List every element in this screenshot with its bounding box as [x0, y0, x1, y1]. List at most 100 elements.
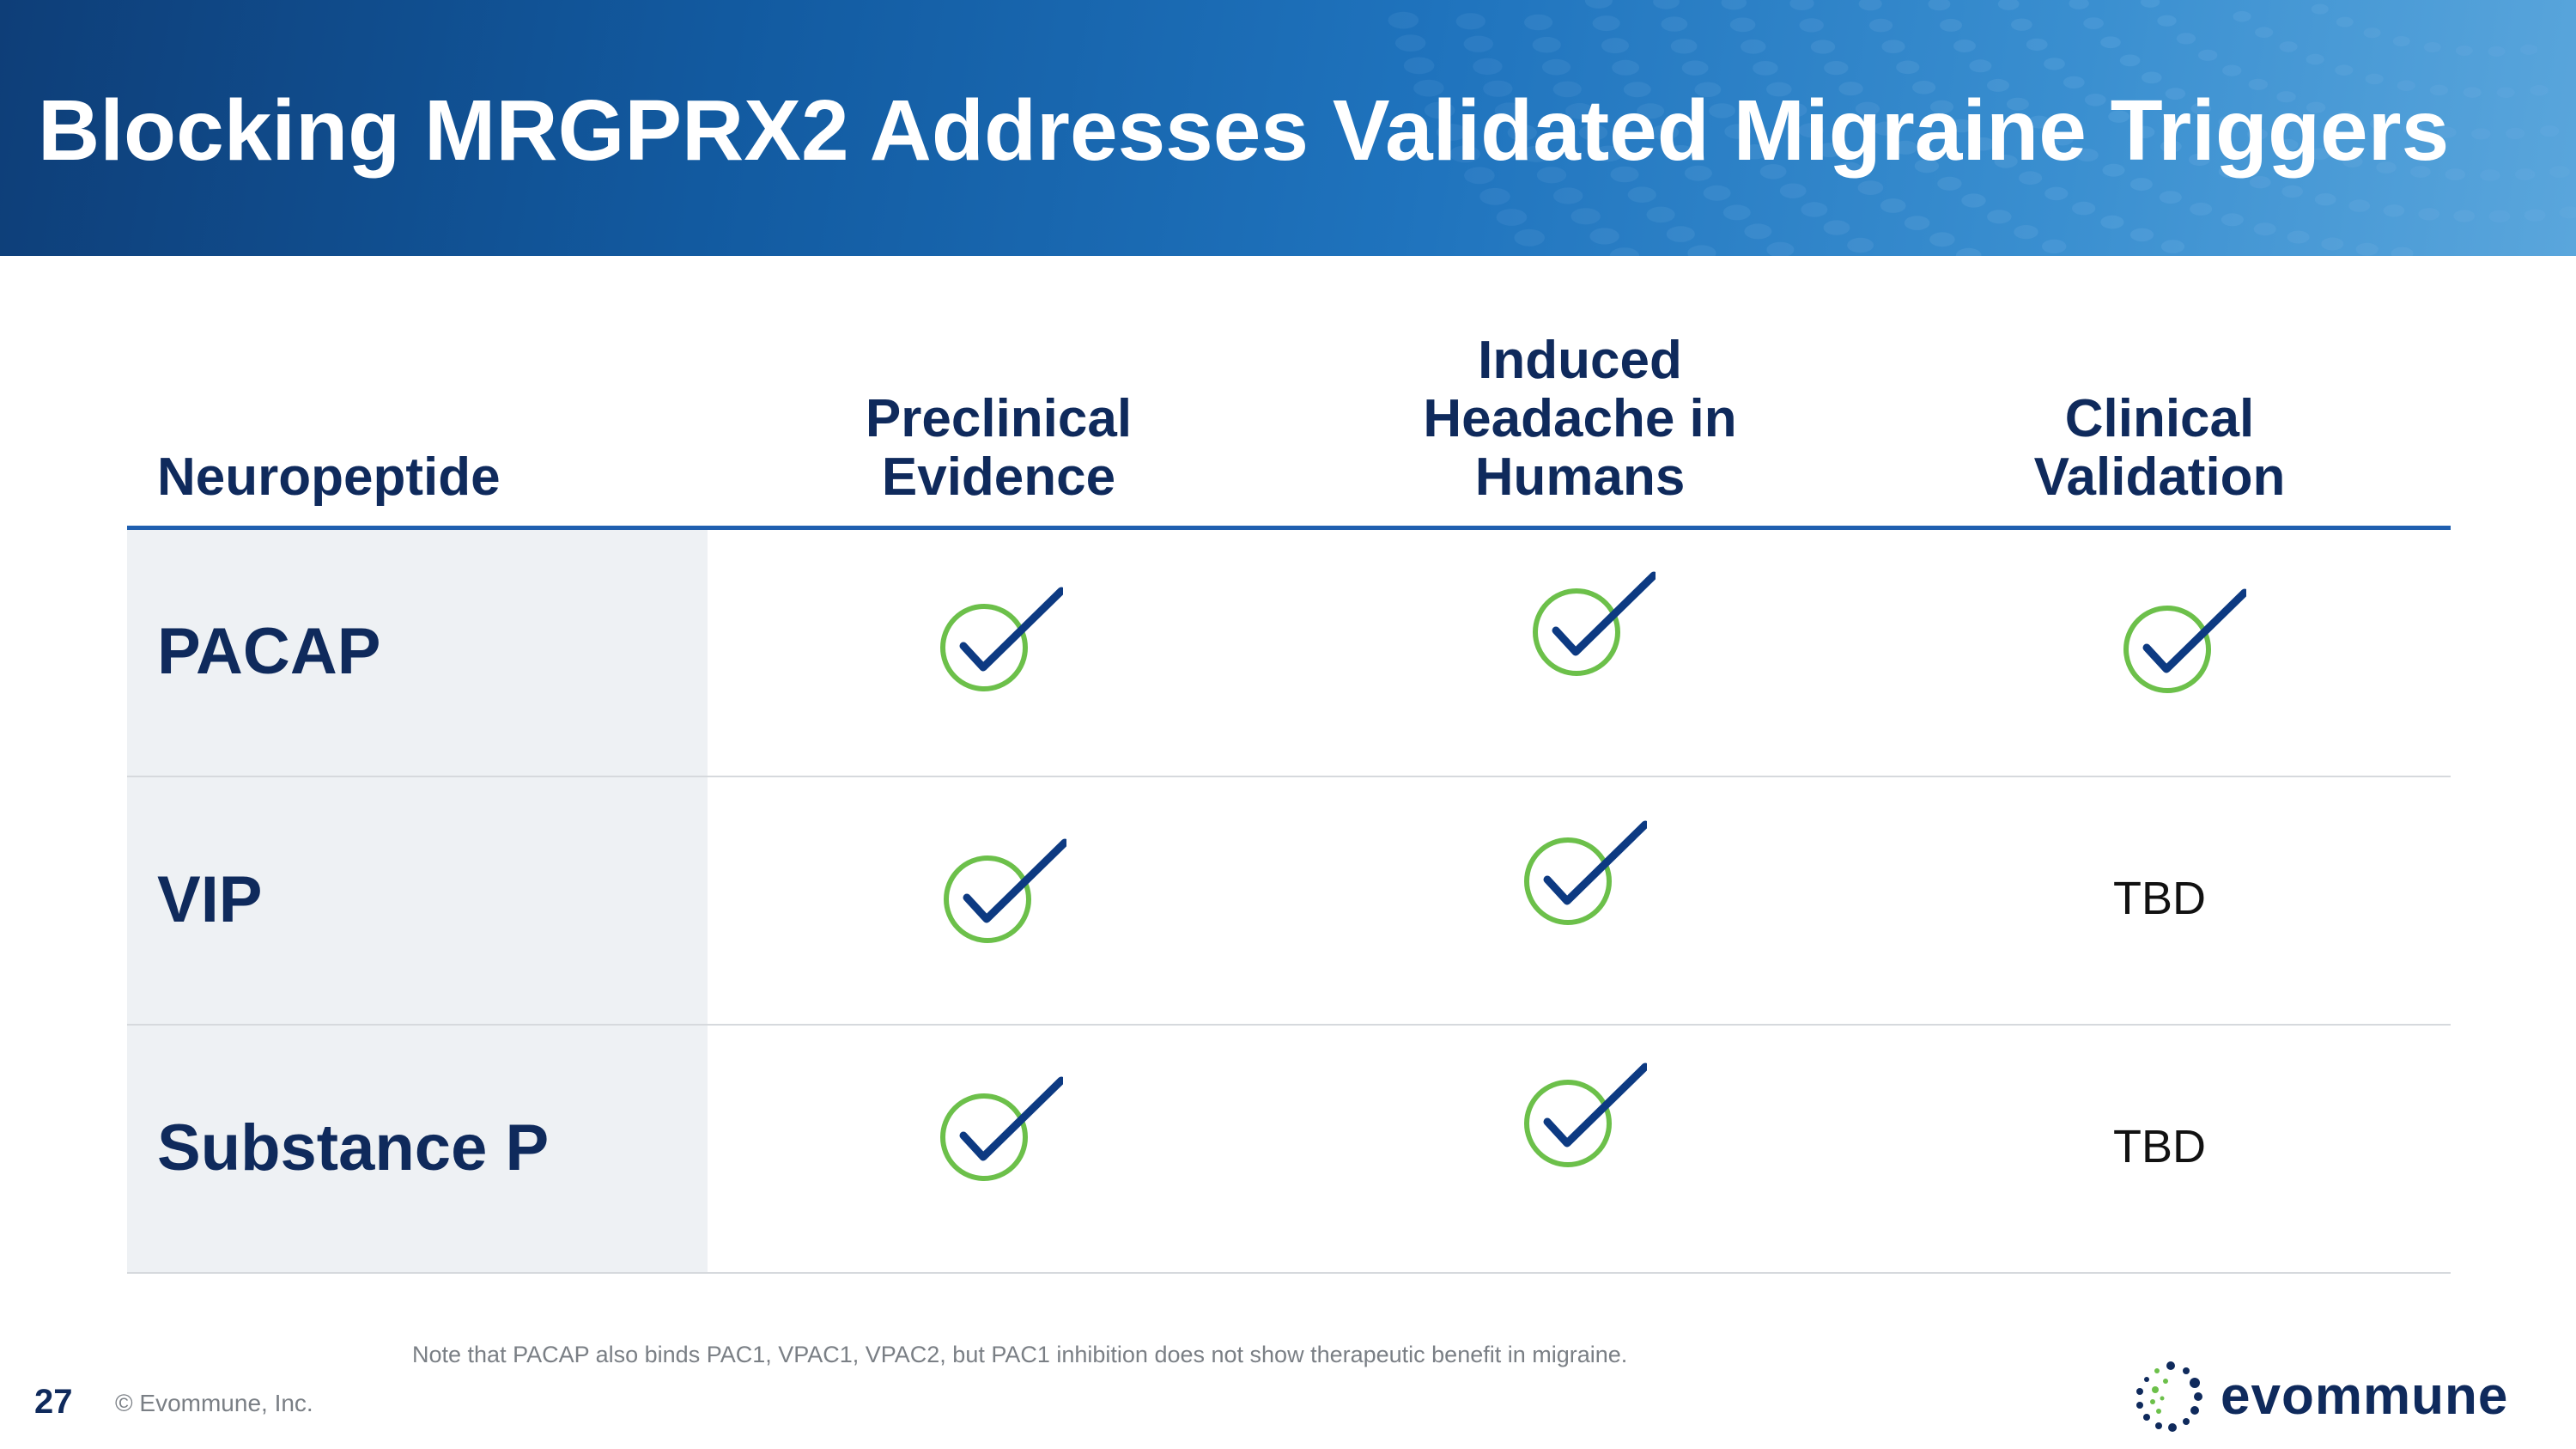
decorative-dot — [1514, 228, 1545, 247]
decorative-dot — [1893, 140, 1918, 155]
decorative-dot — [1781, 102, 1807, 118]
checkmark-circle-icon — [1524, 820, 1647, 925]
decorative-dot — [2410, 166, 2431, 178]
decorative-dot — [2418, 208, 2440, 221]
decorative-dot — [2253, 222, 2276, 236]
decorative-dot — [1847, 237, 1874, 253]
decorative-dot — [1823, 220, 1850, 235]
decorative-dot — [1552, 81, 1582, 98]
decorative-dot — [2530, 84, 2549, 96]
decorative-dot — [1496, 209, 1528, 226]
decorative-dot — [2276, 91, 2296, 103]
decorative-dot — [1646, 206, 1675, 223]
decorative-dot — [2342, 155, 2363, 168]
decorative-dot — [1971, 137, 1995, 151]
decorative-dot — [1681, 60, 1709, 76]
decorative-dot — [1667, 145, 1695, 161]
decorative-dot — [2337, 111, 2357, 123]
decorative-dot — [1703, 185, 1731, 201]
decorative-dot — [2314, 193, 2336, 206]
decorative-dot — [2306, 53, 2324, 65]
decorative-dot — [1612, 59, 1640, 76]
decorative-dot — [1637, 103, 1665, 119]
decorative-dot — [2069, 0, 2089, 9]
decorative-dot — [2383, 204, 2405, 217]
decorative-dot — [1536, 167, 1567, 184]
decorative-dot — [1881, 40, 1905, 53]
decorative-dot — [2159, 191, 2182, 204]
decorative-dot — [2044, 58, 2065, 70]
decorative-dot — [2391, 247, 2414, 256]
decorative-dot — [1670, 39, 1698, 54]
decorative-dot — [1584, 0, 1613, 9]
decorative-dot — [2198, 49, 2218, 61]
decorative-dot — [1744, 223, 1772, 240]
row-divider — [127, 1272, 2451, 1274]
decorative-dot — [1953, 40, 1976, 52]
decorative-dot — [1464, 167, 1495, 185]
decorative-dot — [2429, 84, 2448, 96]
decorative-dot — [2488, 210, 2511, 223]
decorative-dot — [1541, 58, 1571, 76]
decorative-dot — [2514, 168, 2536, 180]
decorative-dot — [2221, 213, 2244, 227]
copyright: © Evommune, Inc. — [115, 1390, 313, 1416]
decorative-dot — [1694, 82, 1722, 98]
decorative-dot — [1766, 241, 1795, 256]
decorative-dot — [2119, 54, 2141, 67]
decorative-dot — [1987, 78, 2009, 92]
decorative-dot — [1789, 0, 1814, 10]
decorative-dot — [2129, 228, 2154, 242]
page-number: 27 — [34, 1383, 73, 1421]
decorative-dot — [1961, 193, 1986, 208]
decorative-dot — [1858, 0, 1882, 11]
decorative-dot — [1741, 144, 1768, 160]
decorative-dot — [2336, 16, 2354, 27]
decorative-dot — [1449, 145, 1480, 163]
decorative-dot — [1824, 61, 1849, 76]
decorative-dot — [2160, 240, 2185, 253]
checkmark-circle-icon — [1524, 1062, 1647, 1167]
decorative-dot — [1868, 18, 1893, 33]
decorative-dot — [2011, 18, 2032, 31]
decorative-dot — [2281, 185, 2304, 198]
decorative-dot — [1473, 58, 1503, 75]
column-header-induced-headache: Induced Headache in Humans — [1423, 331, 1737, 507]
decorative-dot — [1610, 166, 1639, 183]
decorative-dot — [1403, 57, 1435, 75]
row-label-vip: VIP — [157, 863, 263, 936]
decorative-dot — [2140, 0, 2160, 8]
decorative-dot — [2559, 206, 2576, 219]
decorative-dot — [1759, 164, 1787, 180]
decorative-dot — [1687, 245, 1716, 256]
decorative-dot — [1463, 35, 1494, 52]
decorative-dot — [2044, 186, 2069, 201]
decorative-dot — [1483, 80, 1513, 97]
row-divider — [127, 776, 2451, 777]
decorative-dot — [1592, 15, 1620, 32]
decorative-dot — [2471, 128, 2491, 140]
decorative-dot — [2176, 33, 2196, 45]
slide-title: Blocking MRGPRX2 Addresses Validated Mig… — [38, 82, 2450, 179]
footnote: Note that PACAP also binds PAC1, VPAC1, … — [412, 1342, 1628, 1367]
decorative-dot — [2437, 126, 2457, 138]
decorative-dot — [2348, 199, 2371, 212]
column-header-neuropeptide: Neuropeptide — [157, 447, 501, 507]
decorative-dot — [2165, 88, 2186, 100]
row-label-substance-p: Substance P — [157, 1111, 550, 1184]
decorative-dot — [1553, 187, 1583, 204]
decorative-dot — [2445, 168, 2466, 180]
decorative-dot — [2108, 110, 2130, 123]
decorative-dot — [1798, 123, 1824, 138]
decorative-dot — [2249, 176, 2271, 189]
decorative-dot — [1609, 247, 1640, 256]
decorative-dot — [2075, 149, 2099, 162]
decorative-dot — [2480, 169, 2500, 181]
decorative-dot — [1949, 119, 1974, 133]
decorative-dot — [2506, 127, 2525, 139]
decorative-dot — [1741, 39, 1766, 54]
checkmark-circle-icon — [940, 1076, 1063, 1181]
decorative-dot — [1896, 60, 1920, 75]
decorative-dot — [2453, 210, 2476, 222]
decorative-dot — [1532, 36, 1561, 53]
